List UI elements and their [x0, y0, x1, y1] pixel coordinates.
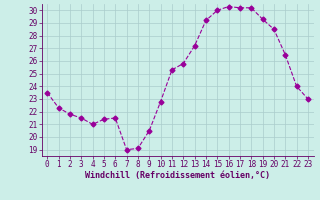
X-axis label: Windchill (Refroidissement éolien,°C): Windchill (Refroidissement éolien,°C) — [85, 171, 270, 180]
